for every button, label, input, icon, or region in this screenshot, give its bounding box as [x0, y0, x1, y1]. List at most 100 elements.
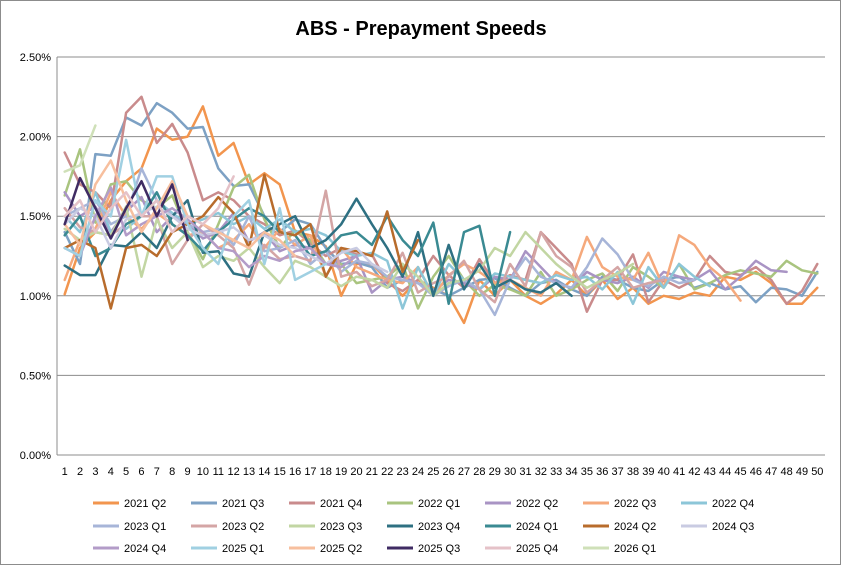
legend-item: 2024 Q2 [583, 521, 656, 533]
y-tick-label: 0.00% [20, 450, 51, 462]
legend-item: 2026 Q1 [583, 543, 656, 555]
y-axis-tick-labels: 0.00% 0.50% 1.00% 1.50% 2.00% 2.50% [20, 52, 51, 462]
x-tick-label: 21 [366, 466, 378, 478]
x-tick-label: 10 [197, 466, 209, 478]
x-tick-label: 24 [412, 466, 424, 478]
legend-label: 2025 Q1 [222, 543, 264, 555]
legend-label: 2025 Q3 [418, 543, 460, 555]
x-tick-label: 39 [642, 466, 654, 478]
x-tick-label: 18 [320, 466, 332, 478]
legend-item: 2021 Q4 [289, 498, 362, 510]
x-tick-label: 36 [596, 466, 608, 478]
legend-item: 2023 Q3 [289, 521, 362, 533]
x-tick-label: 35 [581, 466, 593, 478]
x-tick-label: 40 [658, 466, 670, 478]
legend-label: 2024 Q2 [614, 521, 656, 533]
series-line [63, 124, 97, 173]
x-tick-label: 28 [473, 466, 485, 478]
x-tick-label: 23 [396, 466, 408, 478]
legend-item: 2022 Q1 [387, 498, 460, 510]
legend-item: 2023 Q2 [191, 521, 264, 533]
legend-item: 2023 Q1 [93, 521, 166, 533]
legend-item: 2025 Q2 [289, 543, 362, 555]
x-tick-label: 20 [350, 466, 362, 478]
series-line [63, 205, 389, 274]
legend-item: 2025 Q4 [485, 543, 558, 555]
legend-label: 2025 Q4 [516, 543, 558, 555]
x-tick-label: 42 [688, 466, 700, 478]
x-tick-label: 4 [108, 466, 114, 478]
x-tick-label: 34 [565, 466, 577, 478]
legend-label: 2022 Q4 [712, 498, 754, 510]
legend-label: 2025 Q2 [320, 543, 362, 555]
x-tick-label: 2 [77, 466, 83, 478]
legend-item: 2024 Q1 [485, 521, 558, 533]
legend-label: 2024 Q3 [712, 521, 754, 533]
x-tick-label: 41 [673, 466, 685, 478]
axes [56, 57, 825, 456]
x-tick-label: 30 [504, 466, 516, 478]
series-line [63, 197, 573, 298]
legend-item: 2024 Q3 [681, 521, 754, 533]
legend-label: 2024 Q4 [124, 543, 166, 555]
series-line [63, 205, 635, 298]
legend-label: 2026 Q1 [614, 543, 656, 555]
x-tick-label: 26 [443, 466, 455, 478]
legend-label: 2021 Q4 [320, 498, 362, 510]
plot-area-lines [63, 95, 819, 325]
legend-item: 2025 Q1 [191, 543, 264, 555]
legend-label: 2022 Q2 [516, 498, 558, 510]
x-tick-label: 33 [550, 466, 562, 478]
x-tick-label: 43 [704, 466, 716, 478]
legend-label: 2024 Q1 [516, 521, 558, 533]
legend-label: 2023 Q4 [418, 521, 460, 533]
x-tick-label: 32 [535, 466, 547, 478]
x-tick-label: 19 [335, 466, 347, 478]
x-tick-label: 13 [243, 466, 255, 478]
y-tick-label: 1.50% [20, 211, 51, 223]
legend-item: 2024 Q4 [93, 543, 166, 555]
x-tick-label: 50 [811, 466, 823, 478]
x-tick-label: 48 [780, 466, 792, 478]
legend-item: 2022 Q2 [485, 498, 558, 510]
x-tick-label: 12 [228, 466, 240, 478]
x-tick-label: 49 [796, 466, 808, 478]
x-tick-label: 8 [169, 466, 175, 478]
x-tick-label: 37 [612, 466, 624, 478]
chart-title: ABS - Prepayment Speeds [295, 18, 546, 40]
legend-item: 2022 Q3 [583, 498, 656, 510]
series-line [63, 159, 297, 258]
x-axis-tick-labels: 1 2 3 4 5 6 7 8 9 10 11 12 13 14 15 16 17 18 19 20 21 22 23 24 2… [62, 466, 824, 478]
x-tick-label: 7 [154, 466, 160, 478]
x-tick-label: 1 [62, 466, 68, 478]
x-tick-label: 29 [489, 466, 501, 478]
legend-label: 2022 Q3 [614, 498, 656, 510]
series-line [63, 186, 358, 269]
x-tick-label: 25 [427, 466, 439, 478]
legend-label: 2021 Q2 [124, 498, 166, 510]
legend-item: 2021 Q3 [191, 498, 264, 510]
legend-label: 2021 Q3 [222, 498, 264, 510]
legend-item: 2025 Q3 [387, 543, 460, 555]
x-tick-label: 38 [627, 466, 639, 478]
y-tick-label: 0.50% [20, 370, 51, 382]
x-tick-label: 45 [734, 466, 746, 478]
x-tick-label: 14 [258, 466, 270, 478]
x-tick-label: 27 [458, 466, 470, 478]
legend-item: 2021 Q2 [93, 498, 166, 510]
x-tick-label: 44 [719, 466, 731, 478]
legend: 2021 Q2 2021 Q3 2021 Q4 2022 Q1 2022 Q2 2022 … [93, 498, 754, 555]
x-tick-label: 3 [92, 466, 98, 478]
x-tick-label: 22 [381, 466, 393, 478]
series-line [63, 191, 712, 310]
x-tick-label: 15 [274, 466, 286, 478]
legend-item: 2022 Q4 [681, 498, 754, 510]
x-tick-label: 9 [184, 466, 190, 478]
x-tick-label: 11 [213, 466, 224, 478]
legend-label: 2023 Q1 [124, 521, 166, 533]
legend-label: 2023 Q2 [222, 521, 264, 533]
x-tick-label: 5 [123, 466, 129, 478]
x-tick-label: 6 [138, 466, 144, 478]
